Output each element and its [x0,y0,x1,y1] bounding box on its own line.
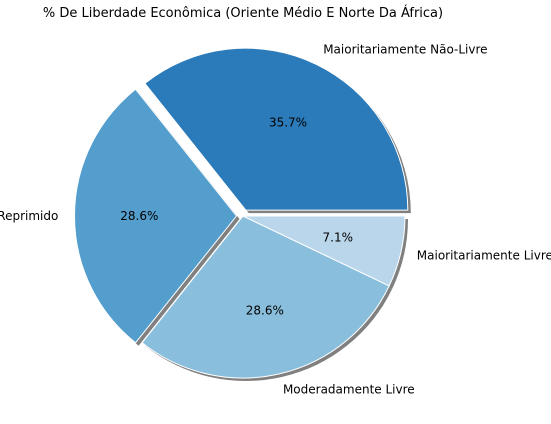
pct-label-reprimido: 28.6% [120,209,158,223]
slice-maioritariamente-livre [242,215,406,287]
chart-title: % De Liberdade Econômica (Oriente Médio … [43,5,443,21]
pie-slices [74,47,409,379]
slice-label-reprimido: Reprimido [0,209,58,223]
pct-label-moderadamente-livre: 28.6% [246,304,284,318]
slice-label-maioritariamente-livre: Maioritariamente Livre [417,248,551,262]
pie-labels: 35.7% Maioritariamente Não-Livre 28.6% Repr… [0,43,551,397]
slice-maioritariamente-nao-livre [144,47,409,211]
slice-label-maioritariamente-nao-livre: Maioritariamente Não-Livre [323,43,487,57]
pct-label-maioritariamente-livre: 7.1% [323,231,354,245]
slice-label-moderadamente-livre: Moderadamente Livre [283,383,415,397]
pct-label-maioritariamente-nao-livre: 35.7% [269,116,307,130]
slice-reprimido [74,88,238,344]
